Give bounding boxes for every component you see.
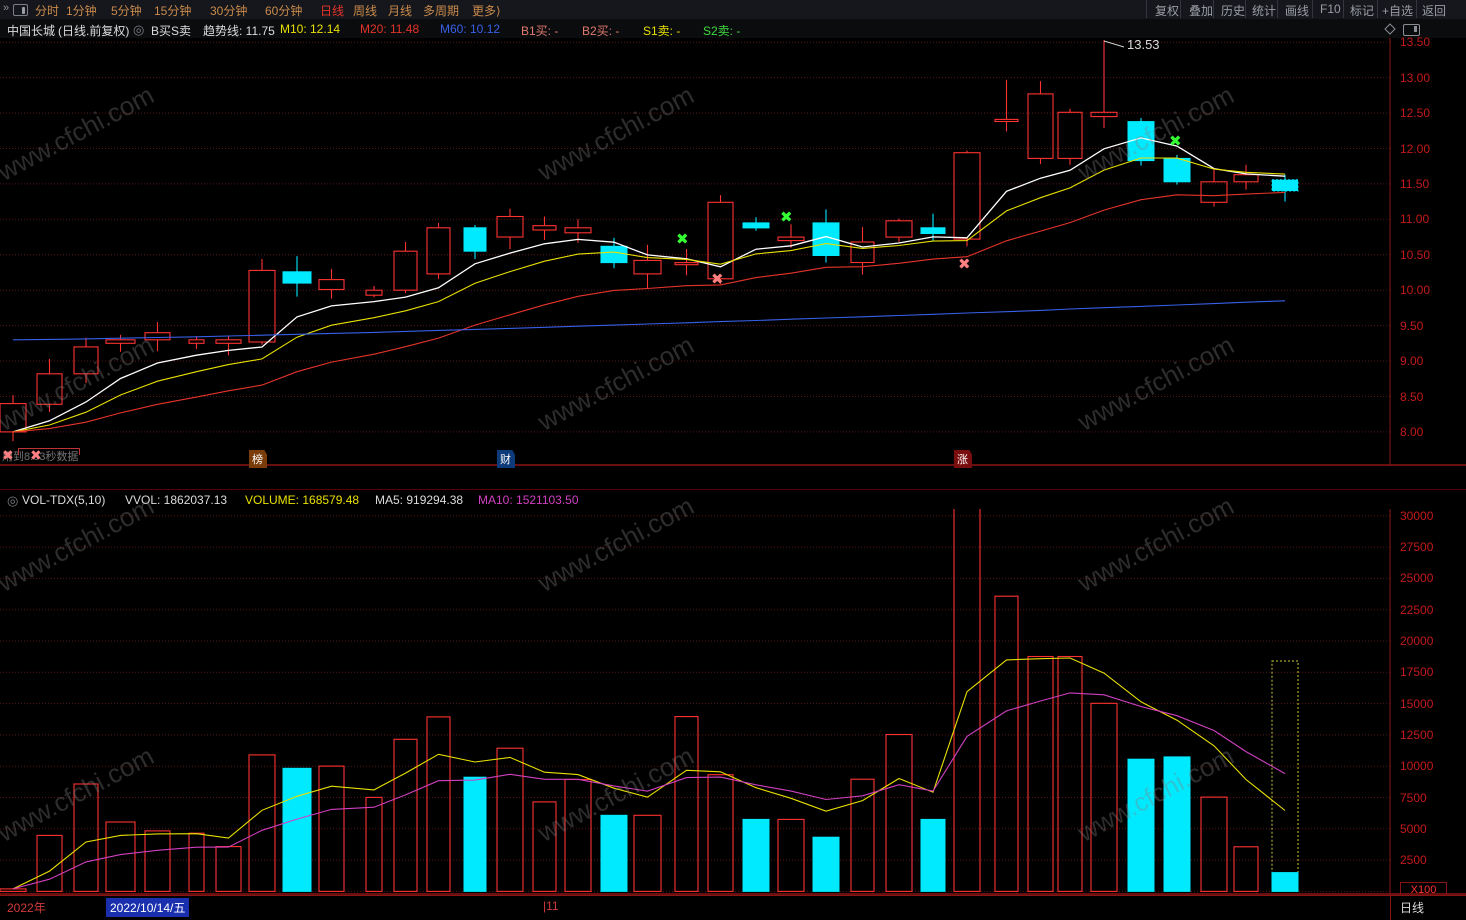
- svg-text:✖: ✖: [30, 447, 42, 463]
- svg-text:✖: ✖: [2, 447, 14, 463]
